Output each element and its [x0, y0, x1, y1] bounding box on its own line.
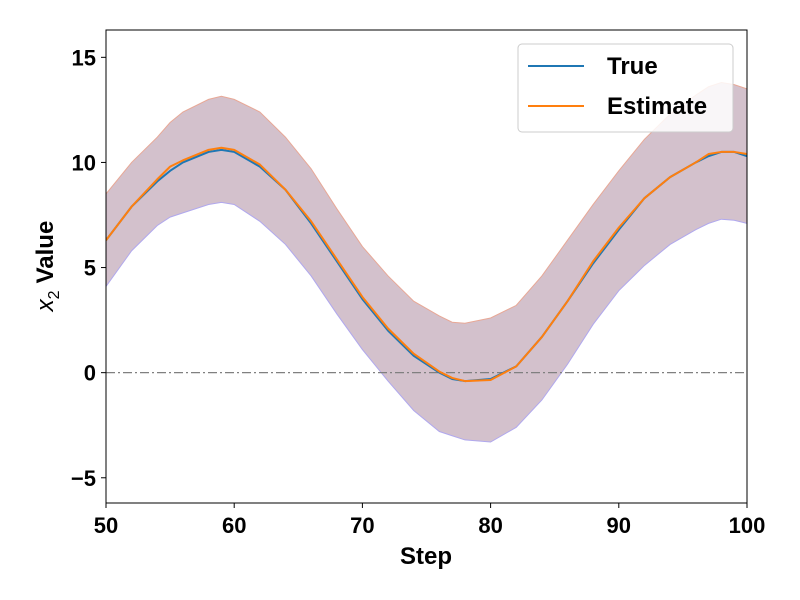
axes-frame	[105, 29, 748, 504]
x-axis: 50 60 70 80 90 100	[94, 503, 766, 538]
y-tick-label: 10	[72, 150, 96, 175]
x-tick-label: 100	[729, 513, 766, 538]
x-tick-label: 60	[222, 513, 246, 538]
legend-label-estimate: Estimate	[607, 93, 707, 120]
y-tick-label: 5	[84, 256, 96, 281]
y-axis-title-variable: x	[32, 298, 59, 312]
legend: True Estimate	[517, 43, 734, 133]
series-line-estimate	[106, 146, 747, 383]
x-tick-label: 70	[350, 513, 374, 538]
y-tick-label: 15	[72, 45, 96, 70]
y-axis-title: x2 Value	[32, 221, 63, 313]
y-axis: −5 0 5 10 15	[71, 45, 106, 491]
y-tick-label: −5	[71, 466, 96, 491]
y-tick-label: 0	[84, 361, 96, 386]
x-tick-label: 50	[94, 513, 118, 538]
y-axis-title-suffix: Value	[32, 221, 59, 284]
series-group	[106, 146, 747, 383]
x-tick-label: 80	[478, 513, 502, 538]
y-axis-title-subscript: 2	[46, 290, 63, 299]
x-axis-title: Step	[400, 543, 452, 570]
legend-label-true: True	[607, 53, 658, 80]
x-tick-label: 90	[607, 513, 631, 538]
uncertainty-band-lower-edge	[106, 201, 747, 443]
